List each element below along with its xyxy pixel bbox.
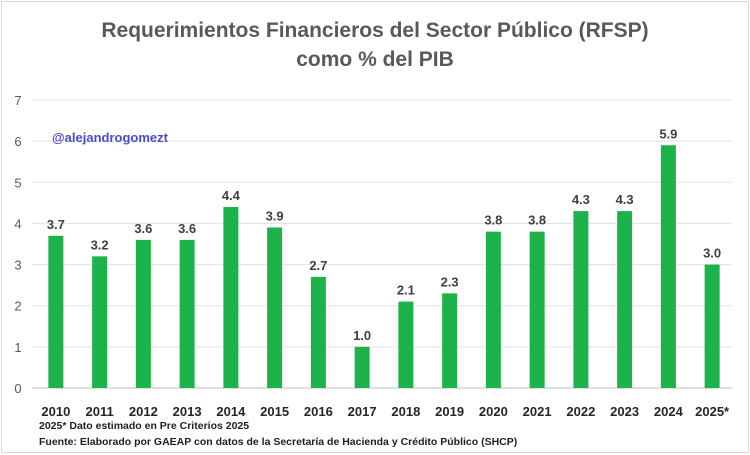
x-tick-label: 2017: [348, 404, 377, 419]
x-tick-label: 2020: [479, 404, 508, 419]
bar: [223, 206, 239, 388]
bar: [48, 235, 64, 388]
data-label: 3.6: [178, 221, 196, 236]
bar: [617, 211, 633, 388]
bar: [485, 231, 501, 388]
data-label: 5.9: [659, 126, 677, 141]
bar: [310, 276, 326, 388]
x-tick-label: 2011: [86, 404, 114, 419]
data-label: 3.7: [47, 217, 65, 232]
y-tick-label: 1: [14, 340, 21, 355]
source-note: Fuente: Elaborado por GAEAP con datos de…: [39, 436, 518, 448]
bar: [529, 231, 545, 388]
data-label: 3.8: [484, 213, 502, 228]
y-tick-label: 5: [14, 175, 21, 190]
author-handle: @alejandrogomezt: [52, 130, 168, 145]
bars: [48, 145, 720, 388]
data-label: 3.2: [91, 237, 109, 252]
x-tick-label: 2019: [435, 404, 464, 419]
data-label: 3.9: [266, 209, 284, 224]
x-tick-label: 2024: [654, 404, 684, 419]
data-label: 3.8: [528, 213, 546, 228]
y-tick-label: 3: [14, 258, 21, 273]
data-label: 2.7: [309, 258, 327, 273]
bar: [704, 264, 720, 388]
bar: [398, 301, 414, 388]
x-tick-label: 2023: [610, 404, 639, 419]
x-tick-label: 2010: [41, 404, 70, 419]
chart-title: Requerimientos Financieros del Sector Pú…: [2, 16, 748, 74]
x-axis: 2010 2011 2012 2013 2014 2015 2016 2017 2018 2019…: [41, 404, 730, 419]
data-labels: 3.7 3.2 3.6 3.6 4.4 3.9 2.7 1.0 2.1 2.3 3.8 3.8 4.3 4…: [47, 126, 721, 343]
data-label: 4.3: [572, 192, 590, 207]
y-tick-label: 7: [14, 93, 21, 108]
chart-title-line-2: como % del PIB: [296, 48, 454, 71]
bar: [573, 211, 589, 388]
bar: [267, 227, 283, 388]
bar: [354, 346, 370, 388]
x-tick-label: 2015: [260, 404, 289, 419]
y-tick-label: 6: [14, 134, 21, 149]
x-tick-label: 2013: [173, 404, 202, 419]
bar: [135, 239, 151, 388]
chart-title-line-1: Requerimientos Financieros del Sector Pú…: [101, 19, 649, 42]
footnote: 2025* Dato estimado en Pre Criterios 202…: [39, 420, 250, 432]
x-tick-label: 2021: [523, 404, 552, 419]
x-tick-label: 2014: [216, 404, 246, 419]
bar: [442, 293, 458, 388]
y-axis: 0 1 2 3 4 5 6 7: [14, 93, 21, 396]
x-tick-label: 2016: [304, 404, 333, 419]
x-tick-label: 2022: [566, 404, 595, 419]
x-tick-label: 2012: [129, 404, 158, 419]
data-label: 3.0: [703, 246, 721, 261]
data-label: 4.3: [616, 192, 634, 207]
x-tick-label: 2025*: [695, 404, 730, 419]
y-tick-label: 2: [14, 299, 21, 314]
y-tick-label: 4: [14, 216, 21, 231]
data-label: 2.1: [397, 283, 415, 298]
data-label: 3.6: [134, 221, 152, 236]
data-label: 1.0: [353, 328, 371, 343]
data-label: 2.3: [441, 274, 459, 289]
bar: [660, 145, 676, 388]
y-tick-label: 0: [14, 381, 21, 396]
bar: [92, 256, 108, 388]
bar: [179, 239, 195, 388]
x-tick-label: 2018: [391, 404, 420, 419]
data-label: 4.4: [222, 188, 241, 203]
